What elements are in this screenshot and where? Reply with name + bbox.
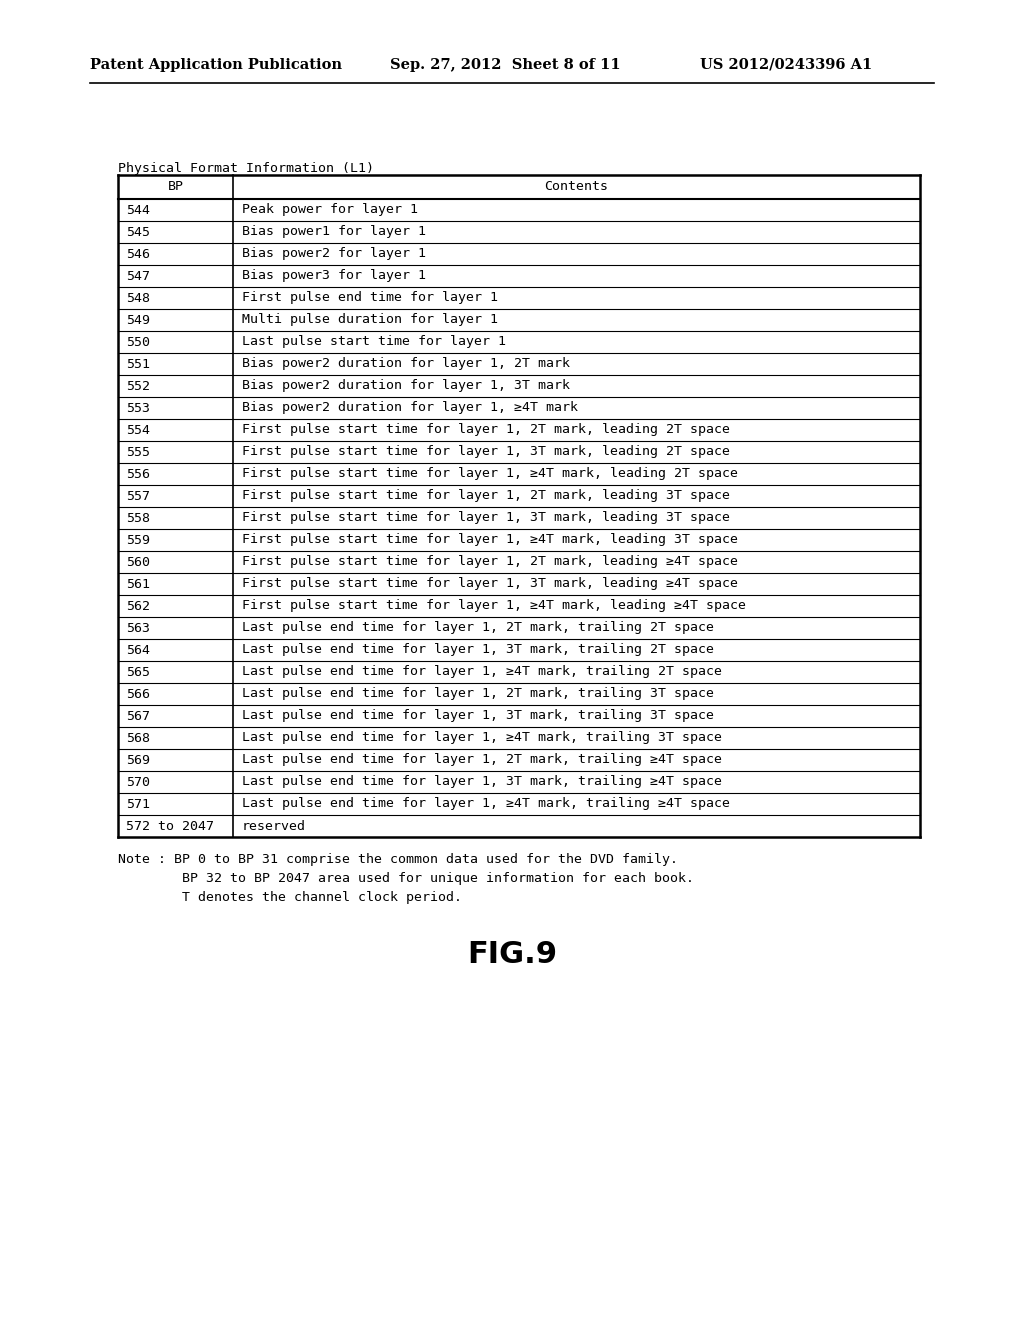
Text: Bias power3 for layer 1: Bias power3 for layer 1: [242, 269, 426, 282]
Text: 556: 556: [126, 467, 150, 480]
Text: First pulse start time for layer 1, 2T mark, leading 2T space: First pulse start time for layer 1, 2T m…: [242, 424, 730, 437]
Text: 552: 552: [126, 380, 150, 392]
Text: Multi pulse duration for layer 1: Multi pulse duration for layer 1: [242, 314, 498, 326]
Text: 554: 554: [126, 424, 150, 437]
Text: Bias power1 for layer 1: Bias power1 for layer 1: [242, 226, 426, 239]
Text: 559: 559: [126, 533, 150, 546]
Text: 560: 560: [126, 556, 150, 569]
Text: 550: 550: [126, 335, 150, 348]
Text: Last pulse end time for layer 1, ≥4T mark, trailing 3T space: Last pulse end time for layer 1, ≥4T mar…: [242, 731, 722, 744]
Text: Last pulse end time for layer 1, 2T mark, trailing 2T space: Last pulse end time for layer 1, 2T mark…: [242, 622, 714, 635]
Text: Sep. 27, 2012  Sheet 8 of 11: Sep. 27, 2012 Sheet 8 of 11: [390, 58, 621, 73]
Text: 566: 566: [126, 688, 150, 701]
Text: First pulse start time for layer 1, 2T mark, leading ≥4T space: First pulse start time for layer 1, 2T m…: [242, 556, 738, 569]
Text: Bias power2 duration for layer 1, ≥4T mark: Bias power2 duration for layer 1, ≥4T ma…: [242, 401, 578, 414]
Text: 547: 547: [126, 269, 150, 282]
Text: Physical Format Information (L1): Physical Format Information (L1): [118, 162, 374, 176]
Text: Last pulse end time for layer 1, 3T mark, trailing ≥4T space: Last pulse end time for layer 1, 3T mark…: [242, 776, 722, 788]
Text: 549: 549: [126, 314, 150, 326]
Text: 553: 553: [126, 401, 150, 414]
Text: First pulse start time for layer 1, ≥4T mark, leading 3T space: First pulse start time for layer 1, ≥4T …: [242, 533, 738, 546]
Text: Last pulse end time for layer 1, 3T mark, trailing 3T space: Last pulse end time for layer 1, 3T mark…: [242, 710, 714, 722]
Text: FIG.9: FIG.9: [467, 940, 557, 969]
Text: 570: 570: [126, 776, 150, 788]
Text: Last pulse end time for layer 1, ≥4T mark, trailing ≥4T space: Last pulse end time for layer 1, ≥4T mar…: [242, 797, 730, 810]
Text: First pulse start time for layer 1, ≥4T mark, leading ≥4T space: First pulse start time for layer 1, ≥4T …: [242, 599, 746, 612]
Text: 564: 564: [126, 644, 150, 656]
Text: T denotes the channel clock period.: T denotes the channel clock period.: [118, 891, 462, 904]
Text: 551: 551: [126, 358, 150, 371]
Text: Note : BP 0 to BP 31 comprise the common data used for the DVD family.: Note : BP 0 to BP 31 comprise the common…: [118, 853, 678, 866]
Text: 571: 571: [126, 797, 150, 810]
Text: BP: BP: [168, 181, 183, 194]
Text: First pulse start time for layer 1, 3T mark, leading ≥4T space: First pulse start time for layer 1, 3T m…: [242, 578, 738, 590]
Text: reserved: reserved: [242, 820, 306, 833]
Text: Contents: Contents: [545, 181, 608, 194]
Text: 561: 561: [126, 578, 150, 590]
Text: Peak power for layer 1: Peak power for layer 1: [242, 203, 418, 216]
Text: Bias power2 duration for layer 1, 2T mark: Bias power2 duration for layer 1, 2T mar…: [242, 358, 570, 371]
Text: First pulse start time for layer 1, 3T mark, leading 3T space: First pulse start time for layer 1, 3T m…: [242, 511, 730, 524]
Text: Bias power2 for layer 1: Bias power2 for layer 1: [242, 248, 426, 260]
Text: Last pulse end time for layer 1, 2T mark, trailing 3T space: Last pulse end time for layer 1, 2T mark…: [242, 688, 714, 701]
Text: 558: 558: [126, 511, 150, 524]
Text: 563: 563: [126, 622, 150, 635]
Text: BP 32 to BP 2047 area used for unique information for each book.: BP 32 to BP 2047 area used for unique in…: [118, 873, 694, 884]
Text: 572 to 2047: 572 to 2047: [126, 820, 214, 833]
Text: Last pulse end time for layer 1, 3T mark, trailing 2T space: Last pulse end time for layer 1, 3T mark…: [242, 644, 714, 656]
Text: US 2012/0243396 A1: US 2012/0243396 A1: [700, 58, 872, 73]
Text: 557: 557: [126, 490, 150, 503]
Text: Bias power2 duration for layer 1, 3T mark: Bias power2 duration for layer 1, 3T mar…: [242, 380, 570, 392]
Text: 546: 546: [126, 248, 150, 260]
Text: Last pulse end time for layer 1, ≥4T mark, trailing 2T space: Last pulse end time for layer 1, ≥4T mar…: [242, 665, 722, 678]
Text: 568: 568: [126, 731, 150, 744]
Text: First pulse start time for layer 1, 3T mark, leading 2T space: First pulse start time for layer 1, 3T m…: [242, 446, 730, 458]
Text: 565: 565: [126, 665, 150, 678]
Text: 544: 544: [126, 203, 150, 216]
Text: 555: 555: [126, 446, 150, 458]
Text: 548: 548: [126, 292, 150, 305]
Text: Patent Application Publication: Patent Application Publication: [90, 58, 342, 73]
Text: 569: 569: [126, 754, 150, 767]
Text: First pulse start time for layer 1, 2T mark, leading 3T space: First pulse start time for layer 1, 2T m…: [242, 490, 730, 503]
Text: Last pulse start time for layer 1: Last pulse start time for layer 1: [242, 335, 506, 348]
Text: 545: 545: [126, 226, 150, 239]
Text: First pulse start time for layer 1, ≥4T mark, leading 2T space: First pulse start time for layer 1, ≥4T …: [242, 467, 738, 480]
Text: 562: 562: [126, 599, 150, 612]
Text: First pulse end time for layer 1: First pulse end time for layer 1: [242, 292, 498, 305]
Text: Last pulse end time for layer 1, 2T mark, trailing ≥4T space: Last pulse end time for layer 1, 2T mark…: [242, 754, 722, 767]
Text: 567: 567: [126, 710, 150, 722]
